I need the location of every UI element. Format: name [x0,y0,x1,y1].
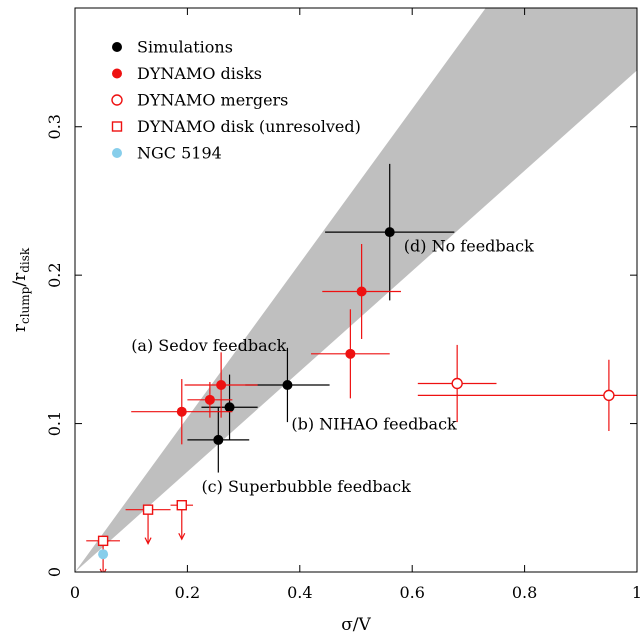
shaded-band [75,8,637,572]
legend-marker [112,68,122,79]
y-axis-label-sub2: disk [18,247,32,273]
series-group [86,500,194,572]
upper-limit-arrow-head [144,537,152,546]
legend-marker [112,42,122,52]
x-axis-label: σ/V [341,615,371,635]
data-point [213,434,224,445]
annotation-label: (d) No feedback [404,236,534,255]
y-tick-label: 0.1 [45,411,64,436]
legend-label: DYNAMO disks [137,64,262,83]
y-tick-label: 0 [45,567,64,577]
data-point [97,535,109,547]
series-group [131,243,401,445]
legend-label: Simulations [137,38,233,57]
annotation-label: (c) Superbubble feedback [201,477,411,496]
data-point [356,286,367,297]
data-point [204,394,215,405]
y-axis-ticks: 0 0.1 0.2 0.3 [45,114,637,577]
x-tick-label: 0.6 [399,583,424,602]
legend: Simulations DYNAMO disks DYNAMO mergers DYN… [111,38,361,163]
data-marks-layer [86,163,637,572]
y-tick-label: 0.2 [45,262,64,287]
y-tick-label: 0.3 [45,114,64,139]
data-point [176,500,187,511]
data-point [384,227,395,238]
x-axis-ticks: 0 0.2 0.4 0.6 0.8 1 [70,8,640,602]
legend-marker [111,121,123,132]
x-tick-label: 1 [632,583,640,602]
annotation-label: (b) NIHAO feedback [291,415,457,434]
series-group [98,549,109,560]
legend-marker [111,94,123,106]
annotations: (a) Sedov feedback (b) NIHAO feedback (c) … [131,236,534,495]
legend-label: DYNAMO mergers [137,91,288,110]
legend-marker [112,148,122,158]
upper-limit-arrow-head [99,568,107,572]
series-group [417,344,637,431]
data-point [282,379,293,390]
x-tick-label: 0.4 [287,583,312,602]
y-axis-label-main: r [10,323,30,332]
upper-limit-arrow-head [178,532,186,541]
plot-frame [74,7,638,573]
x-tick-label: 0.2 [175,583,200,602]
data-point [224,402,235,413]
annotation-label: (a) Sedov feedback [131,336,286,355]
data-point [216,379,227,390]
series-group [187,163,455,473]
data-point [98,549,109,560]
data-point [142,504,154,515]
data-point [176,406,187,417]
x-tick-label: 0 [70,583,80,602]
shaded-band-layer [75,8,637,572]
y-axis-label-sub1: clump [18,286,32,324]
legend-label: NGC 5194 [137,144,222,163]
y-axis-label-mid: /r [10,272,30,287]
legend-label: DYNAMO disk (unresolved) [137,117,361,136]
data-point [345,348,356,359]
data-point [451,377,463,390]
data-point [603,389,615,402]
y-axis-label: rclump/rdisk [10,247,32,332]
x-tick-label: 0.8 [512,583,537,602]
